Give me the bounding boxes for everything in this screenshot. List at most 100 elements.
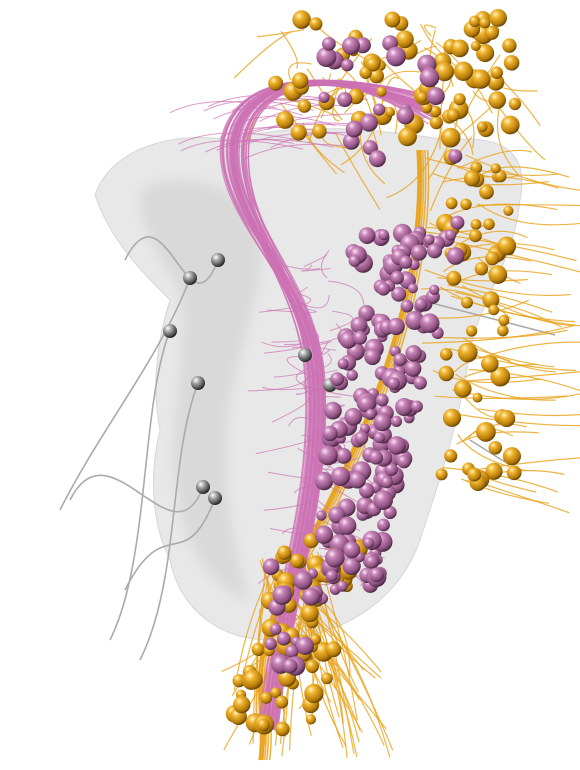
pink-soma (446, 247, 465, 265)
orange-soma (325, 641, 342, 658)
orange-soma (476, 121, 488, 133)
pink-branch (263, 480, 318, 511)
pink-soma (375, 393, 389, 407)
orange-soma (503, 205, 514, 216)
pink-soma (377, 518, 390, 532)
pink-soma (376, 282, 391, 296)
pink-soma (276, 631, 291, 646)
orange-neurite (476, 204, 580, 207)
orange-neurite (424, 269, 571, 297)
pink-soma (354, 431, 369, 445)
pink-soma (330, 372, 345, 386)
pink-soma (360, 423, 370, 434)
orange-soma (508, 97, 521, 111)
orange-neurite (437, 238, 580, 273)
orange-soma (457, 342, 478, 363)
gray-soma (163, 324, 177, 338)
pink-soma (400, 299, 414, 313)
pink-branch (297, 447, 341, 474)
pink-branch (204, 139, 294, 153)
pink-branch (285, 264, 312, 270)
orange-neurite (299, 615, 385, 746)
gray-neurites (59, 236, 556, 661)
orange-neurite (434, 395, 568, 399)
orange-neurite (432, 172, 550, 186)
orange-soma (305, 659, 319, 674)
orange-neurite (455, 374, 557, 401)
gray-soma (191, 376, 205, 390)
gray-neurite (69, 474, 204, 513)
pink-branch (213, 107, 303, 120)
pink-branch (231, 99, 329, 112)
orange-soma (292, 72, 309, 89)
gray-soma (211, 253, 225, 267)
orange-soma (369, 68, 384, 84)
orange-soma (451, 39, 469, 58)
orange-neurite (423, 24, 437, 37)
pink-soma (343, 541, 361, 559)
orange-soma (440, 127, 461, 148)
pink-soma (363, 537, 375, 549)
pink-soma (369, 567, 385, 583)
orange-soma (290, 553, 305, 568)
orange-soma (453, 61, 474, 81)
pink-branch (219, 126, 351, 139)
pink-soma (264, 637, 277, 650)
pink-branch (321, 341, 331, 355)
pink-soma (399, 255, 413, 269)
orange-soma (471, 69, 491, 89)
gray-neurite (109, 329, 171, 641)
pink-branch (292, 286, 312, 316)
pink-soma (373, 490, 393, 510)
orange-soma (429, 105, 442, 118)
orange-soma (497, 324, 509, 337)
orange-soma (320, 672, 333, 685)
orange-neurite (308, 614, 358, 758)
orange-neurite (429, 136, 473, 212)
gray-neurite (419, 299, 556, 336)
pink-branch (288, 416, 315, 427)
orange-neurite (317, 614, 340, 718)
gray-soma (208, 491, 222, 505)
pink-soma (364, 348, 381, 366)
pink-branch (244, 143, 348, 160)
pink-soma (407, 283, 418, 294)
pink-soma (330, 466, 351, 486)
gray-soma (183, 271, 197, 285)
orange-soma (489, 9, 507, 27)
orange-soma (232, 674, 246, 688)
orange-neurite (497, 106, 546, 161)
pink-soma (316, 47, 337, 67)
pink-soma (387, 436, 406, 455)
orange-soma (275, 721, 290, 737)
pink-soma (342, 36, 360, 55)
orange-soma (435, 468, 448, 481)
orange-neurite (496, 107, 519, 175)
pink-soma (262, 558, 280, 575)
orange-soma (476, 422, 496, 442)
pink-branch (295, 367, 368, 399)
gray-neurite (124, 236, 219, 284)
pink-branch (257, 567, 311, 585)
orange-soma (481, 355, 499, 373)
pink-soma (387, 317, 405, 336)
pink-soma (285, 644, 299, 659)
pink-soma (335, 448, 352, 464)
orange-soma (474, 262, 489, 276)
pink-branch (255, 430, 321, 455)
orange-soma (438, 365, 454, 382)
pink-branch (272, 397, 310, 423)
pink-soma (272, 585, 293, 605)
pink-branch (306, 331, 336, 351)
orange-soma (485, 251, 500, 266)
pink-branch (295, 295, 330, 309)
orange-soma (277, 545, 292, 560)
gray-neurite (139, 382, 199, 661)
pink-soma (397, 454, 411, 469)
pink-soma (410, 244, 427, 261)
pink-soma (337, 92, 353, 108)
pink-soma (350, 316, 368, 334)
orange-soma (421, 102, 433, 114)
orange-neurite (473, 480, 570, 514)
pink-soma (326, 570, 338, 582)
